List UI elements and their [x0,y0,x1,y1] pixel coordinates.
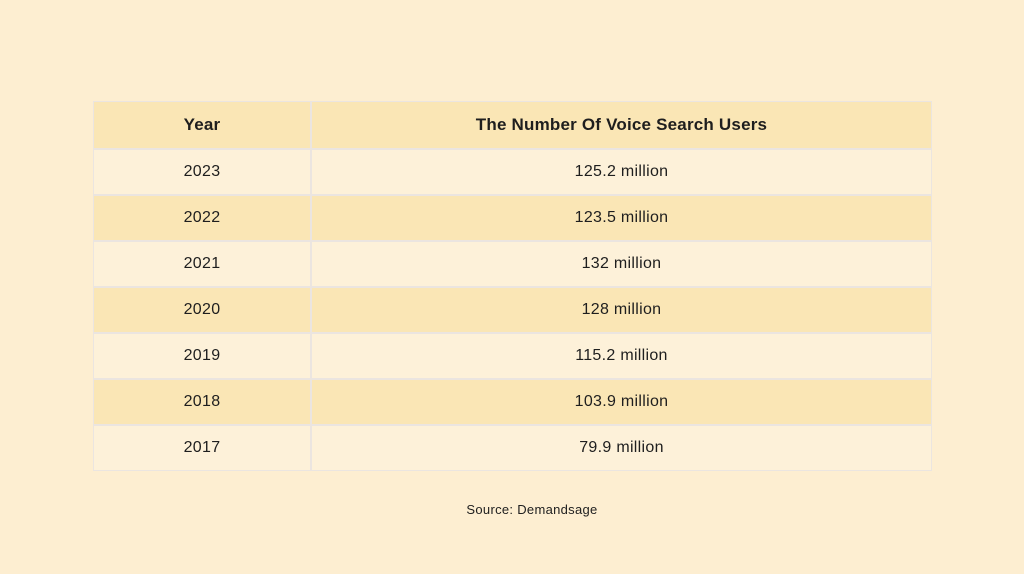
table-row: 2020 128 million [94,286,931,332]
users-cell: 132 million [581,255,662,272]
table-row: 2023 125.2 million [94,148,931,194]
year-cell: 2017 [94,426,312,470]
table-row: 2022 123.5 million [94,194,931,240]
users-cell: 103.9 million [574,393,669,410]
voice-search-users-table: Year The Number Of Voice Search Users 20… [93,101,932,471]
table-row: 2021 132 million [94,240,931,286]
source-attribution: Source: Demandsage [466,502,598,517]
table-row: 2019 115.2 million [94,332,931,378]
table-row: 2018 103.9 million [94,378,931,424]
year-cell: 2019 [94,334,312,378]
users-cell: 128 million [581,301,662,318]
year-cell: 2021 [94,242,312,286]
year-column-header: Year [94,102,312,148]
year-cell: 2023 [94,150,312,194]
users-cell: 123.5 million [574,209,669,226]
year-cell: 2018 [94,380,312,424]
year-cell: 2020 [94,288,312,332]
users-cell: 125.2 million [574,163,669,180]
users-cell: 79.9 million [579,439,664,456]
users-cell: 115.2 million [575,347,668,364]
table-header-row: Year The Number Of Voice Search Users [94,102,931,148]
year-cell: 2022 [94,196,312,240]
users-column-header: The Number Of Voice Search Users [475,115,768,134]
table-row: 2017 79.9 million [94,424,931,470]
